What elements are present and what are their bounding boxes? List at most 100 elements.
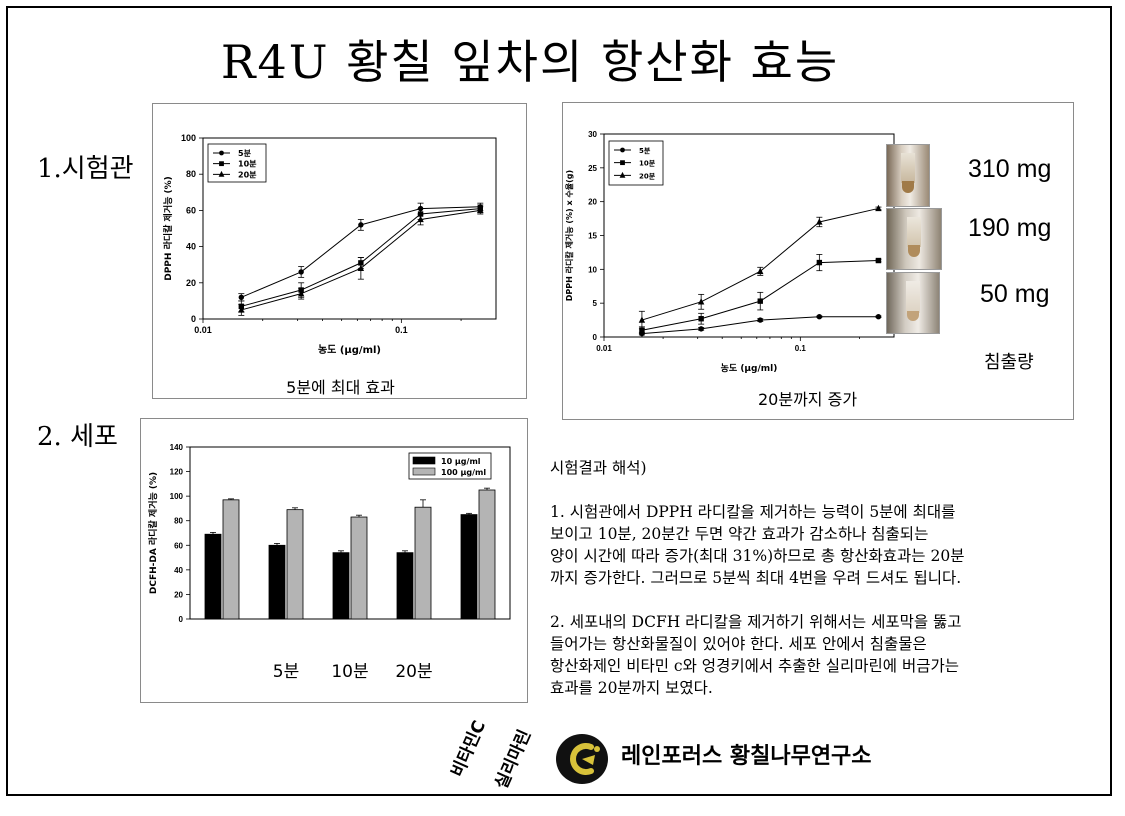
bar-s1-1: [286, 509, 304, 620]
dpph-chart-panel: 0.01 0.1 0 20 40 60 80 100 농도 (μg/ml) DPPH 라디칼 제거…: [152, 103, 527, 399]
data-point-s0-4: [875, 314, 882, 320]
legend-marker: [620, 147, 625, 153]
y-axis-label: DPPH 라디칼 제거능 (%) x 수율(g): [564, 170, 574, 301]
data-point-s1-3: [816, 259, 823, 266]
y-tick-label: 0: [179, 615, 184, 624]
y-tick-label: 100: [170, 492, 184, 501]
data-point-s0-0: [238, 294, 245, 300]
y-tick-label: 120: [170, 468, 184, 477]
organization-logo-icon: [556, 734, 608, 784]
dcfh-cell-chart: 0 20 40 60 80 100 120 140 DCFH-DA 라디칼 제거능 (%) 5분 1…: [147, 443, 511, 682]
organization-name: 레인포러스 황칠나무연구소: [621, 744, 872, 769]
legend-label: 20분: [639, 171, 656, 180]
legend-label: 10분: [639, 159, 656, 168]
data-point-s2-4: [477, 206, 484, 214]
data-point-s2-3: [417, 215, 424, 223]
y-tick-label: 30: [588, 130, 597, 139]
tube-photo-50mg: [886, 272, 940, 334]
bar-s1-3: [414, 506, 432, 620]
legend-label: 10분: [238, 160, 257, 169]
legend-marker: [219, 161, 224, 167]
data-point-s2-0: [238, 306, 245, 313]
data-point-s2-2: [757, 267, 764, 275]
data-point-s2-3: [816, 218, 823, 225]
plot-frame: [202, 137, 497, 320]
x-tick-label: 0.1: [795, 344, 807, 353]
category-label: 20분: [395, 662, 432, 682]
legend-marker: [619, 171, 626, 178]
amount-310: 310 mg: [968, 155, 1052, 183]
section-cell: 2. 세포: [37, 422, 118, 452]
data-point-s0-1: [698, 326, 704, 332]
legend-marker: [218, 170, 225, 177]
interp-p1-line1: 1. 시험관에서 DPPH 라디칼을 제거하는 능력이 5분에 최대를: [550, 503, 956, 521]
bar-s0-2: [332, 552, 350, 620]
y-tick-label: 25: [588, 164, 597, 173]
cumulative-chart-panel: 0.01 0.1 0 5 10 15 20 25 30 농도 (μg/ml) DPPH 라디칼 제거…: [562, 102, 1074, 420]
tube-photo-310mg: [886, 144, 930, 207]
interp-p2-line1: 2. 세포내의 DCFH 라디칼을 제거하기 위해서는 세포막을 뚫고: [550, 613, 962, 631]
legend-label: 100 μg/ml: [441, 468, 486, 477]
y-tick-label: 20: [174, 590, 183, 599]
interp-p2-line2: 들어가는 항산화물질이 있어야 한다. 세포 안에서 침출물은: [550, 635, 927, 653]
x-tick-label: 0.1: [395, 325, 408, 335]
interpretation: 시험결과 해석) 1. 시험관에서 DPPH 라디칼을 제거하는 능력이 5분에…: [550, 457, 1070, 699]
data-point-s2-0: [638, 316, 646, 323]
chart2-caption: 20분까지 증가: [758, 390, 858, 409]
y-tick-label: 0: [191, 314, 196, 324]
data-point-s0-3: [816, 314, 823, 320]
data-point-s1-1: [698, 316, 704, 322]
x-tick-label: 0.01: [194, 325, 212, 335]
amount-190: 190 mg: [968, 214, 1052, 242]
legend-marker: [620, 160, 625, 166]
bar-s0-0: [204, 533, 222, 620]
y-tick-label: 140: [170, 443, 184, 452]
bar-s1-4: [478, 489, 496, 620]
y-tick-label: 20: [588, 198, 597, 207]
interp-p1-line3: 양이 시간에 따라 증가(최대 31%)하므로 총 항산화효과는 20분: [550, 547, 965, 565]
category-label: 10분: [331, 662, 368, 682]
dpph-cumulative-chart: 0.01 0.1 0 5 10 15 20 25 30 농도 (μg/ml) DPPH 라디칼 제거…: [564, 130, 895, 374]
dcfh-chart-panel: 0 20 40 60 80 100 120 140 DCFH-DA 라디칼 제거능 (%) 5분 1…: [140, 418, 528, 703]
data-point-s2-4: [875, 204, 882, 212]
legend-marker: [219, 150, 224, 156]
y-tick-label: 15: [588, 232, 597, 241]
x-axis-label: 농도 (μg/ml): [721, 363, 778, 374]
data-point-s0-2: [757, 317, 763, 323]
interp-p2-line4: 효과를 20분까지 보였다.: [550, 679, 713, 697]
interpretation-heading: 시험결과 해석): [550, 459, 647, 477]
data-point-s0-1: [298, 269, 304, 275]
x-axis-label: 농도 (μg/ml): [318, 344, 381, 356]
y-tick-label: 0: [593, 333, 598, 342]
data-point-s1-2: [757, 298, 763, 304]
y-tick-label: 40: [186, 242, 196, 252]
section-test-tube: 1.시험관: [37, 154, 134, 184]
data-point-s1-0: [639, 327, 645, 333]
data-point-s2-1: [297, 289, 305, 297]
plot-frame: [189, 446, 511, 620]
y-tick-label: 80: [186, 169, 196, 179]
bar-s0-1: [268, 544, 286, 620]
dpph-scavenging-chart: 0.01 0.1 0 20 40 60 80 100 농도 (μg/ml) DPPH 라디칼 제거…: [162, 133, 497, 356]
y-tick-label: 10: [588, 265, 597, 274]
y-tick-label: 20: [186, 278, 196, 288]
y-tick-label: 80: [174, 517, 183, 526]
legend-label: 10 μg/ml: [441, 457, 481, 466]
amount-50: 50 mg: [980, 280, 1050, 308]
interp-p2-line3: 항산화제인 비타민 c와 엉경키에서 추출한 실리마린에 버금가는: [550, 657, 960, 675]
bar-s1-0: [222, 499, 240, 620]
y-tick-label: 60: [186, 205, 196, 215]
category-label: 5분: [273, 662, 299, 682]
data-point-s1-4: [875, 257, 882, 264]
tube-photo-190mg: [886, 208, 942, 270]
interp-p1-line2: 보이고 10분, 20분간 두면 약간 효과가 감소하나 침출되는: [550, 525, 929, 543]
y-tick-label: 100: [181, 133, 196, 143]
interp-p1-line4: 까지 증가한다. 그러므로 5분씩 최대 4번을 우려 드셔도 됩니다.: [550, 569, 962, 587]
legend-swatch: [412, 456, 436, 465]
legend-box: [207, 143, 267, 183]
x-tick-label: 0.01: [596, 344, 612, 353]
legend-label: 5분: [639, 146, 651, 155]
legend-label: 5분: [238, 149, 252, 158]
legend-label: 20분: [238, 170, 257, 179]
y-tick-label: 40: [174, 566, 183, 575]
